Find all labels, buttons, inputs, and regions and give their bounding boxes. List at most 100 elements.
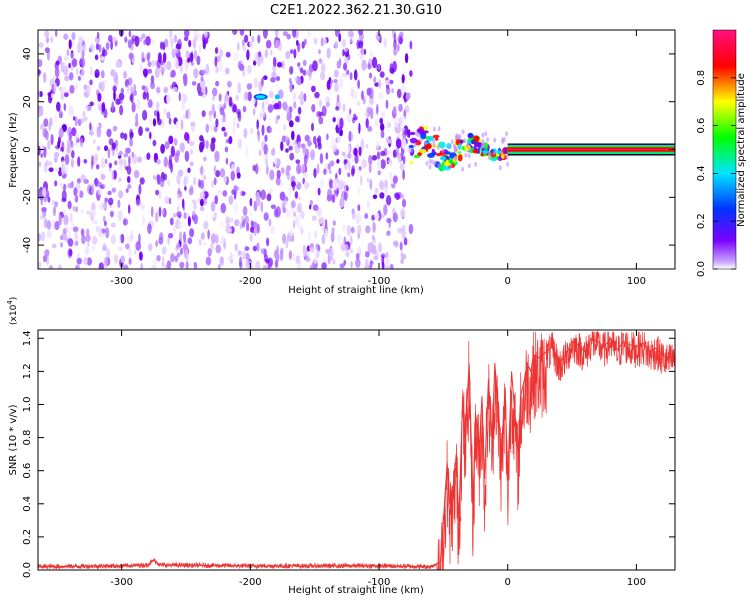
spectrogram-cell: [284, 199, 288, 206]
x-tick-label: -300: [110, 577, 133, 588]
spectrogram-cell: [386, 86, 391, 95]
spectrogram-cell: [269, 127, 273, 133]
spectrogram-cell: [101, 102, 106, 113]
spectrogram-cell: [54, 220, 60, 231]
spectrogram-cell: [256, 242, 260, 252]
spectrogram-cell: [138, 126, 143, 137]
spectrogram-cell: [265, 258, 270, 264]
spectrogram-cell: [142, 57, 146, 63]
spectrogram-cell: [249, 127, 254, 135]
spectrogram-cell: [59, 109, 62, 118]
transition-blob: [439, 156, 447, 161]
y-tick-label: 0.2: [22, 529, 33, 545]
spectrogram-cell: [139, 251, 143, 261]
spectrogram-cell: [135, 113, 139, 124]
spectrogram-cell: [339, 263, 345, 269]
spectrogram-cell: [342, 39, 346, 48]
spectrogram-cell: [339, 117, 344, 129]
spectrogram-cell: [297, 224, 303, 231]
spectrogram-cell: [267, 104, 274, 113]
spectrogram-cell: [38, 59, 43, 68]
spectrogram-cell: [117, 246, 123, 252]
spectrogram-cell: [113, 254, 119, 264]
spectrogram-cell: [115, 146, 119, 152]
spectrogram-cell: [333, 79, 338, 84]
spectrogram-cell: [286, 112, 292, 122]
spectrogram-cell: [61, 61, 66, 70]
transition-blob: [458, 143, 462, 150]
transition-halo: [461, 166, 465, 172]
spectrogram-cell: [176, 243, 181, 249]
spectrogram-cell: [71, 31, 76, 41]
spectrogram-cell: [147, 61, 152, 67]
spectrogram-cell: [137, 156, 143, 163]
spectrogram-cell: [327, 188, 333, 200]
spectrogram-cell: [123, 152, 129, 158]
spectrogram-cell: [329, 160, 335, 167]
spectrogram-cell: [402, 116, 408, 121]
spectrogram-cell: [155, 102, 160, 109]
spectrogram-cell: [376, 151, 381, 160]
spectrogram-cell: [189, 185, 194, 194]
spectrogram-cell: [182, 93, 187, 104]
spectrogram-cell: [261, 77, 264, 87]
spectrogram-cell: [361, 159, 368, 169]
snr-y-axis-label: SNR (10 * v/v): [8, 404, 19, 475]
spectrogram-cell: [184, 132, 189, 141]
spectrogram-cell: [356, 253, 360, 260]
spectrogram-cell: [380, 159, 386, 170]
spectrogram-cell: [131, 38, 135, 45]
spectrogram-cell: [141, 33, 146, 39]
spectrogram-cell: [38, 69, 41, 75]
spectrogram-cell: [302, 144, 306, 154]
tone-band: [507, 143, 675, 156]
spectrogram-cell: [381, 255, 385, 267]
spectrogram-cell: [283, 124, 286, 131]
spectrogram-cell: [138, 183, 142, 195]
spectrogram-cell: [94, 54, 99, 61]
spectrogram-cell: [48, 167, 54, 172]
spectrogram-cell: [297, 195, 302, 201]
spectrogram-cell: [105, 158, 108, 164]
spectrogram-cell: [101, 49, 108, 57]
spectrogram-cell: [357, 79, 360, 89]
spectrogram-cell: [237, 250, 242, 256]
spectrogram-cell: [365, 143, 369, 149]
spectrogram-cell: [185, 261, 189, 269]
transition-halo: [467, 163, 471, 169]
transition-halo: [454, 135, 458, 141]
spectrogram-cell: [349, 108, 352, 115]
spectrogram-cell: [241, 250, 247, 261]
spectrogram-cell: [118, 190, 124, 199]
spectrogram-cell: [270, 77, 276, 83]
spectrogram-cell: [246, 49, 250, 61]
spectrogram-cell: [296, 163, 302, 175]
spectrogram-cell: [312, 204, 319, 211]
spectrogram-cell: [402, 155, 406, 165]
spectrogram-cell: [266, 237, 270, 247]
spectrogram-cell: [288, 185, 292, 197]
spectrogram-cell: [304, 38, 307, 46]
spectrogram-cell: [176, 252, 181, 258]
spectrogram-cell: [211, 233, 216, 244]
spectrogram-cell: [123, 218, 127, 226]
y-tick-label: -40: [22, 237, 33, 253]
transition-halo: [432, 126, 436, 132]
spectrogram-cell: [230, 252, 233, 262]
spectrogram-cell: [220, 203, 227, 214]
spectrogram-cell: [262, 30, 268, 39]
spectrogram-cell: [47, 161, 53, 166]
transition-halo: [428, 158, 432, 164]
transition-blob: [421, 130, 429, 134]
spectrogram-cell: [77, 118, 82, 127]
spectrogram-cell: [387, 139, 393, 144]
spectrogram-cell: [91, 244, 96, 253]
spectrogram-cell: [357, 247, 361, 254]
spectrogram-cell: [68, 131, 72, 142]
spectrogram-cell: [279, 250, 284, 261]
spectrogram-cell: [108, 162, 113, 169]
spectrogram-cell: [233, 190, 237, 200]
spectrogram-cell: [228, 96, 233, 107]
spectrogram-cell: [142, 91, 147, 100]
spectrogram-cell: [201, 69, 207, 75]
